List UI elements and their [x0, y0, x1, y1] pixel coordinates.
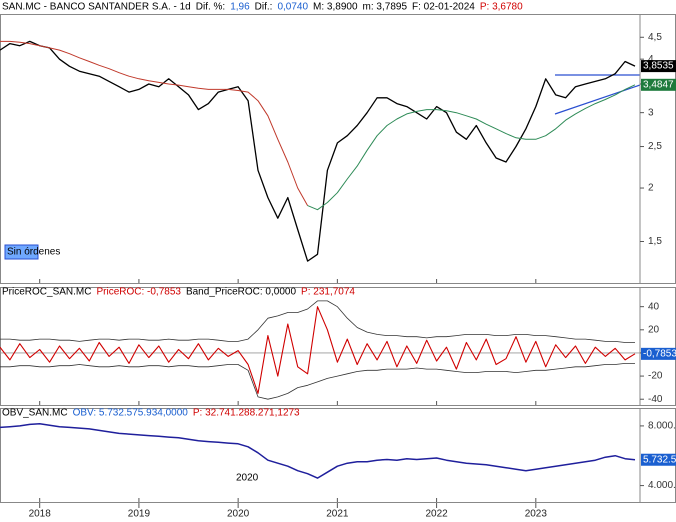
panel-header: Dif.:: [255, 2, 273, 13]
last-value-label: 3,4847: [643, 79, 674, 90]
panel-header: P: 231,7074: [301, 287, 355, 298]
y-tick-label: -20: [648, 371, 663, 382]
y-tick-label: 1,5: [648, 236, 662, 247]
y-tick-label: 8.000.000.000: [648, 421, 676, 432]
series-line: [0, 300, 635, 343]
panel-header: SAN.MC - BANCO SANTANDER S.A. - 1d: [2, 2, 191, 13]
x-tick-label: 2018: [29, 509, 52, 520]
panel-header: P: 3,6780: [480, 2, 523, 13]
panel-header: PriceROC: -0,7853: [96, 287, 181, 298]
last-value-box: [641, 60, 676, 73]
y-tick-label: -40: [648, 394, 663, 405]
y-tick-label: 2,5: [648, 141, 662, 152]
last-value-label: -0,7853: [643, 348, 676, 359]
panel-header: M: 3,8900: [313, 2, 358, 13]
panel-header: 1,96: [230, 2, 250, 13]
x-tick-label: 2022: [425, 509, 448, 520]
last-value-box: [641, 453, 676, 466]
status-label: Sin órdenes: [7, 247, 60, 258]
last-value-box: [641, 78, 676, 91]
last-value-label: 3,8535: [643, 61, 674, 72]
panel-header: m: 3,7895: [363, 2, 408, 13]
y-tick-label: 20: [648, 324, 660, 335]
panel-header: PriceROC_SAN.MC: [2, 287, 91, 298]
series-line: [0, 40, 636, 262]
series-line: [307, 84, 636, 211]
y-tick-label: 4,5: [648, 32, 662, 43]
panel-header: OBV_SAN.MC: [2, 408, 68, 419]
x-tick-label: 2023: [525, 509, 548, 520]
panel-header: 0,0740: [277, 2, 308, 13]
panel-header: Band_PriceROC: 0,0000: [186, 287, 297, 298]
series-line: [0, 422, 636, 479]
y-tick-label: 40: [648, 301, 660, 312]
status-box: [4, 244, 39, 260]
trend-line: [554, 84, 641, 115]
series-line: [0, 363, 635, 400]
y-tick-label: 4: [648, 54, 654, 65]
panel-header: OBV: 5.732.575.934,0000: [73, 408, 189, 419]
last-value-label: 5.732.575.934: [643, 454, 676, 465]
x-tick-label: 2021: [326, 509, 349, 520]
y-tick-label: 2: [648, 183, 654, 194]
y-tick-label: 4.000.000.000: [648, 480, 676, 491]
annotation: 2020: [236, 473, 259, 484]
panel-header: F: 02-01-2024: [412, 2, 475, 13]
y-tick-label: 3: [648, 107, 654, 118]
x-tick-label: 2019: [128, 509, 151, 520]
panel-header: P: 32.741.288.271,1273: [193, 408, 300, 419]
panel-header: Dif. %:: [196, 2, 225, 13]
series-line: [0, 40, 309, 206]
last-value-box: [641, 347, 676, 360]
x-tick-label: 2020: [227, 509, 250, 520]
series-line: [0, 306, 636, 394]
